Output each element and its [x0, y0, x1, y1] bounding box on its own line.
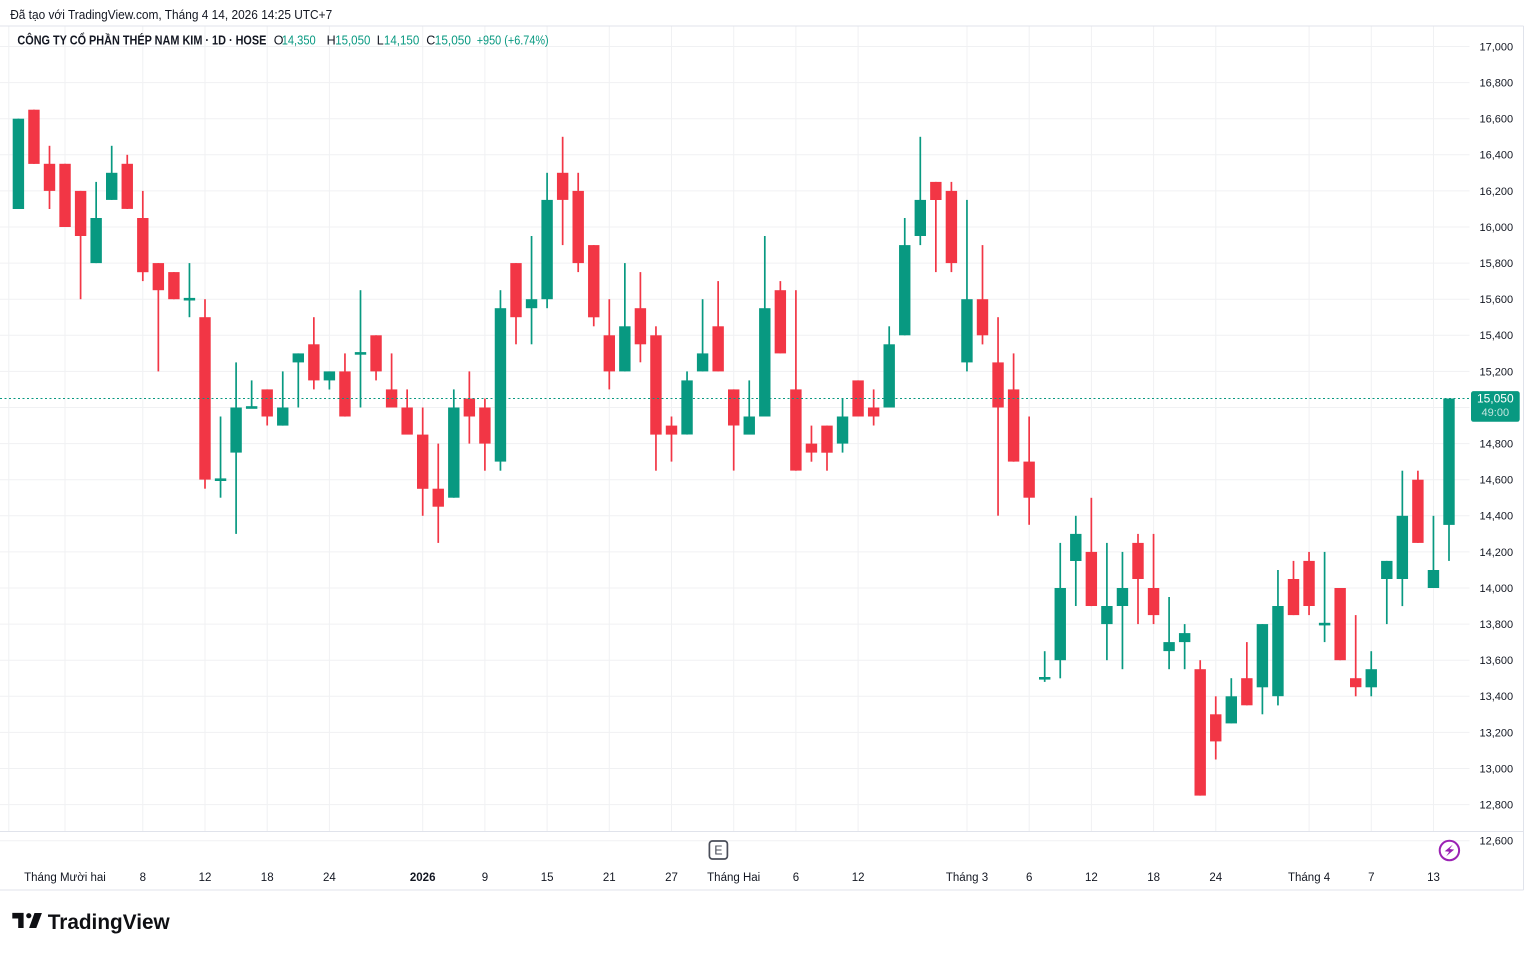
svg-text:12,600: 12,600 — [1480, 836, 1514, 848]
svg-text:15: 15 — [541, 872, 554, 884]
svg-text:6: 6 — [793, 872, 799, 884]
svg-text:O: O — [274, 33, 284, 47]
svg-text:12: 12 — [852, 872, 865, 884]
svg-text:Tháng 3: Tháng 3 — [946, 872, 988, 884]
svg-text:18: 18 — [261, 872, 274, 884]
svg-text:12,800: 12,800 — [1480, 800, 1514, 812]
svg-text:18: 18 — [1147, 872, 1160, 884]
svg-text:15,050: 15,050 — [1477, 391, 1514, 405]
svg-text:15,050: 15,050 — [435, 33, 471, 47]
svg-text:12: 12 — [1085, 872, 1098, 884]
svg-text:L: L — [377, 33, 384, 47]
svg-text:17,000: 17,000 — [1480, 41, 1514, 53]
svg-text:16,000: 16,000 — [1480, 222, 1514, 234]
svg-text:21: 21 — [603, 872, 616, 884]
svg-text:Tháng Hai: Tháng Hai — [707, 872, 760, 884]
svg-text:E: E — [714, 844, 722, 858]
svg-text:2026: 2026 — [410, 872, 436, 884]
svg-text:13,200: 13,200 — [1480, 727, 1514, 739]
svg-text:14,400: 14,400 — [1480, 511, 1514, 523]
svg-text:49:00: 49:00 — [1482, 407, 1510, 419]
svg-text:13,600: 13,600 — [1480, 655, 1514, 667]
svg-text:12: 12 — [199, 872, 212, 884]
svg-text:Đã tạo với TradingView.com, Th: Đã tạo với TradingView.com, Tháng 4 14, … — [10, 7, 332, 22]
svg-text:9: 9 — [482, 872, 488, 884]
svg-text:15,400: 15,400 — [1480, 330, 1514, 342]
svg-text:14,150: 14,150 — [384, 33, 419, 47]
svg-text:TradingView: TradingView — [48, 911, 171, 934]
svg-text:14,350: 14,350 — [282, 33, 316, 47]
svg-text:7: 7 — [1368, 872, 1374, 884]
svg-text:16,600: 16,600 — [1480, 114, 1514, 126]
svg-text:13: 13 — [1427, 872, 1440, 884]
svg-text:14,600: 14,600 — [1480, 475, 1514, 487]
svg-text:14,200: 14,200 — [1480, 547, 1514, 559]
svg-text:15,200: 15,200 — [1480, 366, 1514, 378]
svg-text:14,000: 14,000 — [1480, 583, 1514, 595]
svg-text:C: C — [426, 33, 435, 47]
svg-text:8: 8 — [140, 872, 146, 884]
svg-text:16,200: 16,200 — [1480, 186, 1514, 198]
svg-text:15,800: 15,800 — [1480, 258, 1514, 270]
svg-text:+950 (+6.74%): +950 (+6.74%) — [477, 33, 549, 47]
svg-text:13,000: 13,000 — [1480, 763, 1514, 775]
svg-text:24: 24 — [1209, 872, 1222, 884]
svg-text:27: 27 — [665, 872, 678, 884]
svg-text:13,800: 13,800 — [1480, 619, 1514, 631]
svg-text:Tháng Mười hai: Tháng Mười hai — [24, 872, 106, 884]
svg-text:16,800: 16,800 — [1480, 78, 1514, 90]
svg-text:CÔNG TY CỔ PHẦN THÉP NAM KIM ·: CÔNG TY CỔ PHẦN THÉP NAM KIM · 1D · HOSE — [17, 32, 266, 47]
svg-text:15,600: 15,600 — [1480, 294, 1514, 306]
svg-text:14,800: 14,800 — [1480, 439, 1514, 451]
svg-text:15,050: 15,050 — [335, 33, 370, 47]
svg-text:6: 6 — [1026, 872, 1032, 884]
svg-text:13,400: 13,400 — [1480, 691, 1514, 703]
svg-text:Tháng 4: Tháng 4 — [1288, 872, 1331, 884]
svg-text:H: H — [327, 33, 336, 47]
svg-text:24: 24 — [323, 872, 336, 884]
svg-text:16,400: 16,400 — [1480, 150, 1514, 162]
